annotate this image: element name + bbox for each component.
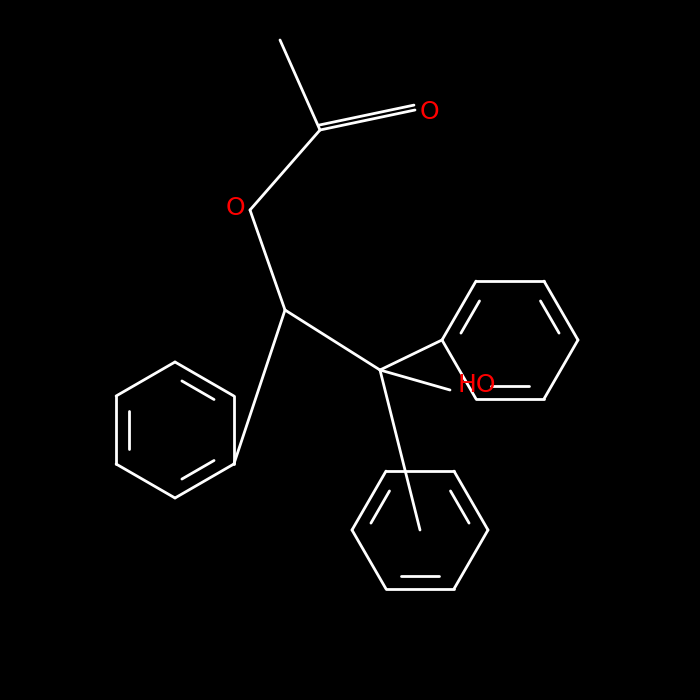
Text: HO: HO xyxy=(458,373,496,397)
Text: O: O xyxy=(420,100,440,124)
Text: O: O xyxy=(225,196,245,220)
